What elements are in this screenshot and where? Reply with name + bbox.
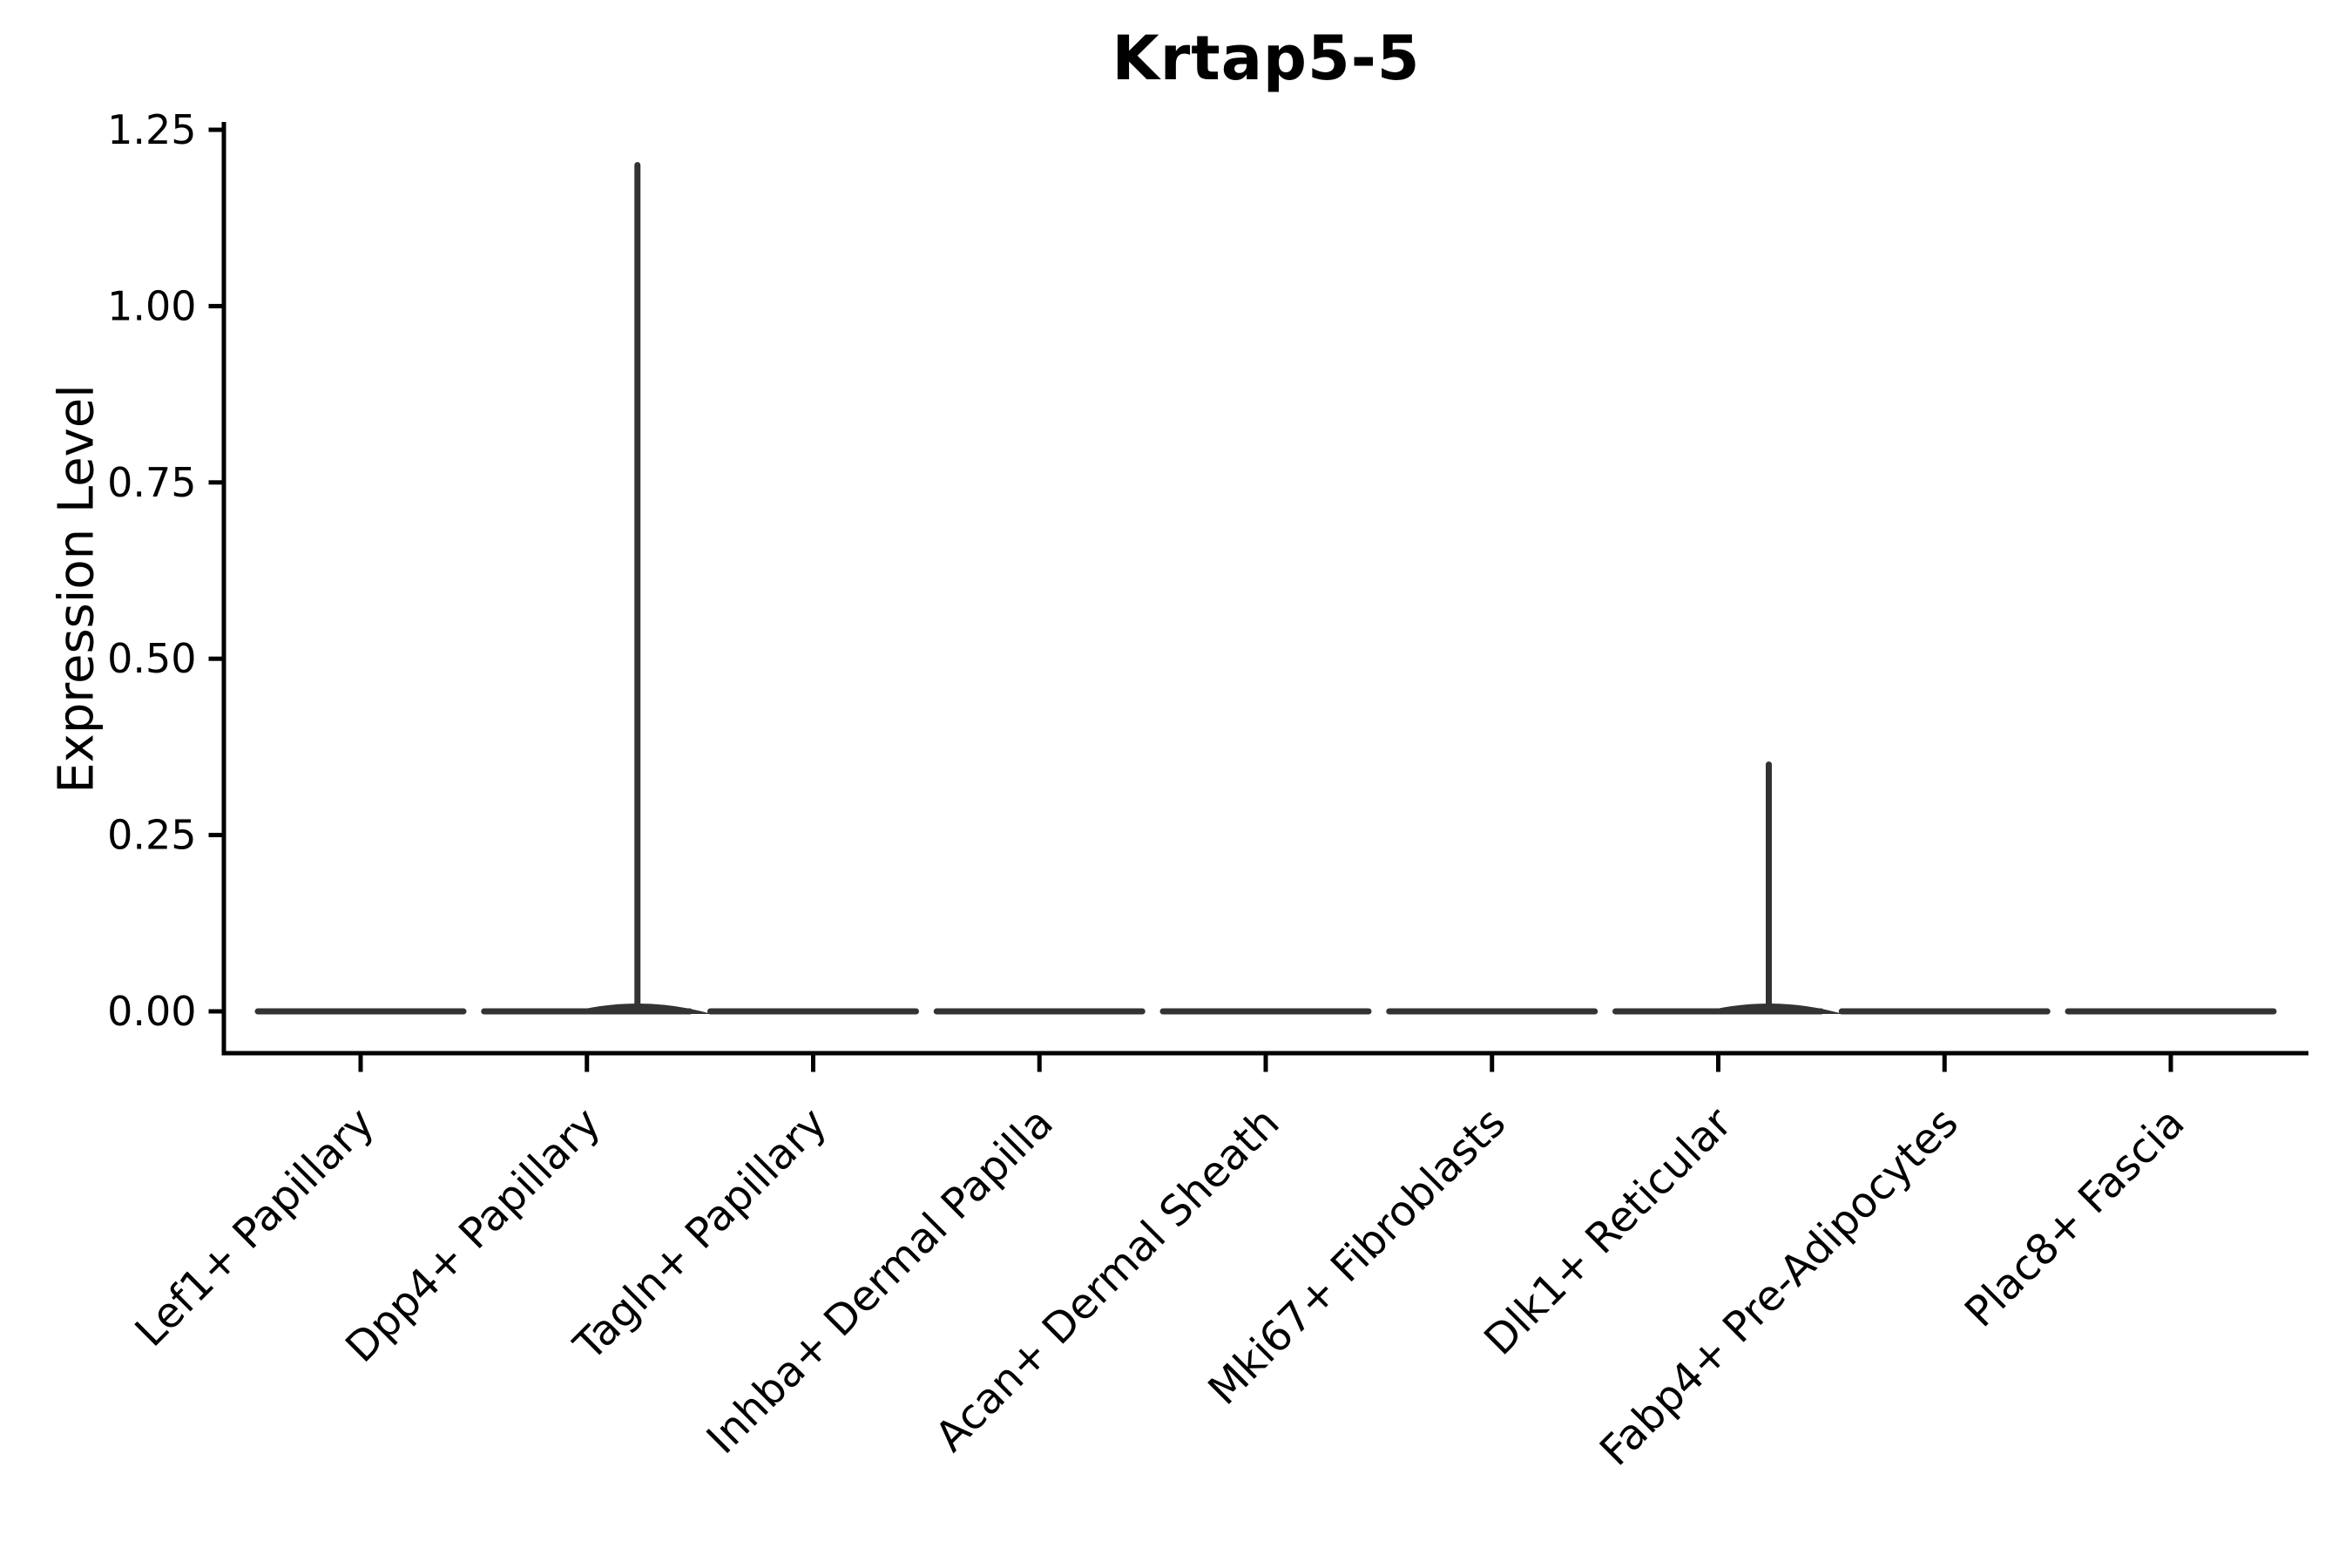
- y-tick-label: 0.00: [107, 988, 196, 1035]
- y-tick-label: 0.50: [107, 635, 196, 682]
- y-tick-label: 0.25: [107, 812, 196, 859]
- x-tick-label: Lef1+ Papillary: [126, 1098, 384, 1356]
- x-tick-label: Plac8+ Fascia: [1956, 1098, 2194, 1337]
- chart-title: Krtap5-5: [1112, 23, 1421, 94]
- x-tick-label: Fabp4+ Pre-Adipocytes: [1591, 1098, 1968, 1476]
- y-tick-label: 1.00: [107, 282, 196, 329]
- x-tick-label: Dlk1+ Reticular: [1475, 1098, 1741, 1365]
- y-tick-label: 1.25: [107, 106, 196, 153]
- x-tick-label: Tagln+ Papillary: [564, 1098, 836, 1370]
- y-tick-label: 0.75: [107, 459, 196, 506]
